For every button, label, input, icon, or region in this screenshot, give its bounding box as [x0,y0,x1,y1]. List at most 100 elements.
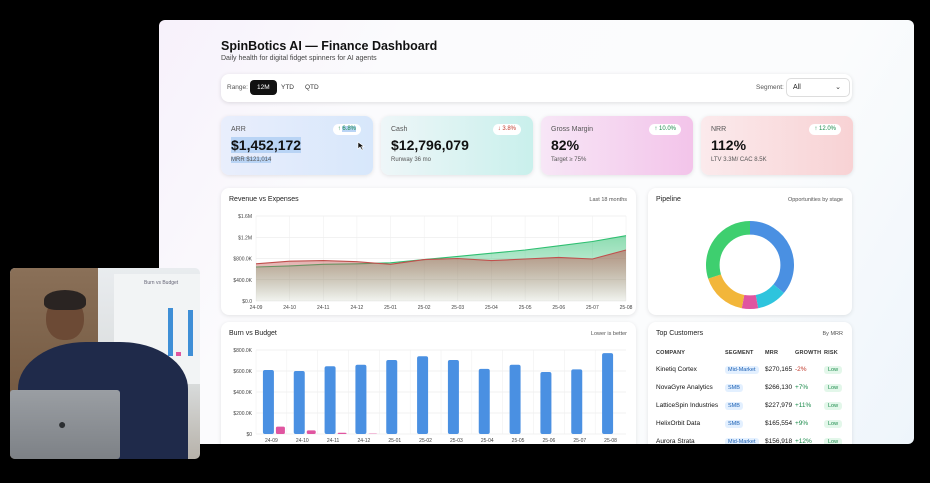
bar-budget[interactable] [337,432,347,434]
cell-risk: Low [824,438,843,444]
bar-burn[interactable] [540,372,552,434]
donut-slice[interactable] [706,221,751,279]
x-tick-label: 25-03 [450,438,463,444]
cell-company: LatticeSpin Industries [656,402,719,409]
page-title: SpinBotics AI — Finance Dashboard [221,39,438,53]
bar-burn[interactable] [293,371,305,434]
bar-burn[interactable] [602,353,614,434]
donut-slice[interactable] [749,221,794,294]
cell-growth: +11% [795,402,812,409]
donut-inner-edge [719,234,781,296]
kpi-card-nrr[interactable]: NRR 112% LTV 3.3M/ CAC 8.5K ↑ 12.0% [701,116,853,175]
cell-mrr: $266,130 [765,384,793,391]
bar-burn[interactable] [478,368,490,434]
kpi-value: 112% [711,137,747,153]
y-tick-label: $0 [246,432,252,438]
bar-burn[interactable] [324,366,336,434]
kpi-badge-down: ↓ 3.8% [492,124,521,135]
cell-company: Kinetiq Cortex [656,366,697,373]
x-tick-label: 24-10 [283,305,296,311]
arrow-up-icon: ↑ [814,126,819,132]
segment-select-value: All [793,84,801,91]
cell-growth: +9% [795,420,809,427]
burn-budget-chart: $0 $200.0K $400.0K $600.0K $800.0K 24-09 24-10… [233,348,626,444]
revenue-expenses-chart: $0.0 $400.0K $800.0K $1.2M $1.6M 24-09 24-10 24… [233,214,632,311]
y-tick-label: $800.0K [233,348,252,354]
x-tick-label: 25-08 [604,438,617,444]
pipeline-card: Pipeline Opportunities by stage [648,188,852,315]
donut-slice[interactable] [741,294,759,309]
kpi-label: NRR [711,126,727,133]
page-subtitle: Daily health for digital fidget spinners… [221,55,377,62]
webcam-overlay: Burn vs Budget ● [10,268,200,459]
card-note: Lower is better [590,331,627,337]
kpi-card-arr[interactable]: ARR $1,452,172 MRR $121,014 ↑ 6.8% [221,116,373,175]
monitor-bar [168,308,173,356]
card-note: Last 18 months [589,197,627,203]
range-12m-button[interactable]: 12M [250,80,277,95]
bar-burn[interactable] [386,359,398,434]
cell-company: HelixOrbit Data [656,420,701,427]
table-row[interactable]: LatticeSpin Industries SMB $227,979 +11% Low [648,397,852,415]
cell-segment: SMB [725,420,743,428]
cell-segment: SMB [725,384,743,392]
cell-risk: Low [824,384,843,392]
bar-burn[interactable] [355,364,367,434]
arrow-up-icon: ↑ [337,126,343,132]
cell-segment: Mid-Market [725,438,759,444]
kpi-card-gross-margin[interactable]: Gross Margin 82% Target ≥ 75% ↑ 10.0% [541,116,693,175]
laptop: ● [10,390,120,459]
bar-burn[interactable] [509,364,521,434]
range-label: Range: [227,84,248,91]
donut-slice[interactable] [708,273,745,309]
x-tick-label: 24-11 [327,438,340,444]
y-tick-label: $1.6M [238,214,252,220]
kpi-sub: LTV 3.3M/ CAC 8.5K [711,157,767,163]
cell-segment: SMB [725,402,743,410]
x-tick-label: 25-02 [419,438,432,444]
x-tick-label: 24-12 [351,305,364,311]
column-header-mrr: MRR [765,350,779,356]
bar-burn[interactable] [262,369,274,434]
card-note: Opportunities by stage [787,197,843,203]
range-qtd-button[interactable]: QTD [305,84,319,91]
burn-vs-budget-card: Burn vs Budget Lower is better $0 $200.0K… [221,322,636,444]
cell-mrr: $270,165 [765,366,793,373]
range-ytd-button[interactable]: YTD [281,84,294,91]
x-tick-label: 25-02 [418,305,431,311]
y-tick-label: $200.0K [233,411,252,417]
kpi-sub: Runway 36 mo [391,157,432,163]
table-row[interactable]: NovaGyre Analytics SMB $266,130 +7% Low [648,379,852,397]
mouse-cursor-icon [357,141,365,151]
x-tick-label: 25-01 [384,305,397,311]
bar-burn[interactable] [447,359,459,434]
column-header-risk: RISK [824,350,838,356]
segment-select[interactable]: All ⌄ [786,78,850,97]
revenue-vs-expenses-card: Revenue vs Expenses Last 18 months $0.0 $… [221,188,636,315]
donut-slice[interactable] [755,283,784,309]
x-tick-label: 25-03 [451,305,464,311]
card-title: Pipeline [656,196,681,203]
table-row[interactable]: Aurora Strata Mid-Market $156,918 +12% Low [648,433,852,444]
kpi-sub: MRR $121,014 [231,157,272,163]
bar-burn[interactable] [417,356,429,434]
bar-burn[interactable] [571,369,583,434]
kpi-label: ARR [231,126,246,133]
x-tick-label: 25-06 [543,438,556,444]
card-title: Burn vs Budget [229,330,277,337]
table-row[interactable]: Kinetiq Cortex Mid-Market $270,165 -2% Low [648,361,852,379]
table-row[interactable]: HelixOrbit Data SMB $165,554 +9% Low [648,415,852,433]
cell-growth: +7% [795,384,809,391]
y-tick-label: $400.0K [233,390,252,396]
bar-budget[interactable] [306,430,316,434]
kpi-label: Gross Margin [551,126,594,133]
cell-risk: Low [824,402,843,410]
bar-budget[interactable] [275,426,285,434]
y-tick-label: $600.0K [233,369,252,375]
kpi-card-cash[interactable]: Cash $12,796,079 Runway 36 mo ↓ 3.8% [381,116,533,175]
column-header-segment: SEGMENT [725,350,754,356]
card-note: By MRR [822,331,843,337]
finance-dashboard-window: SpinBotics AI — Finance Dashboard Daily … [159,20,914,444]
y-tick-label: $0.0 [242,299,252,305]
